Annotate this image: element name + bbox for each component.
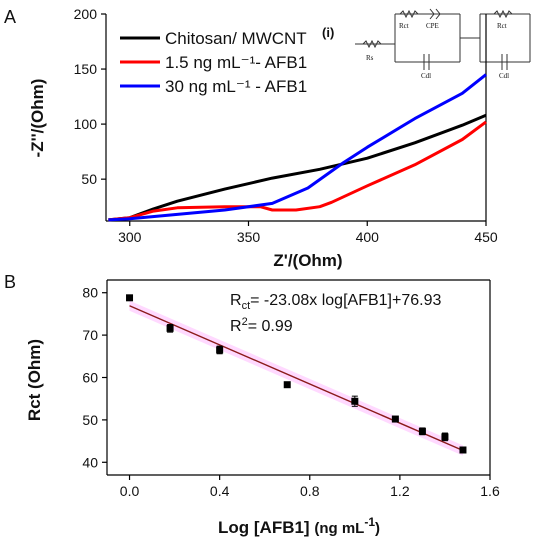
data-point	[216, 346, 224, 354]
panel-b-x-axis-title: Log [AFB1] (ng mL-1)	[218, 515, 380, 537]
y-tick-label: 100	[74, 116, 98, 132]
y-tick-label: 60	[82, 370, 98, 386]
panel-b-y-axis-title: Rct (Ohm)	[25, 339, 44, 421]
y-tick-label: 150	[74, 61, 98, 77]
inset-label: (i)	[322, 25, 334, 40]
panel-a-x-axis-title: Z'/(Ohm)	[273, 251, 342, 270]
data-point	[126, 294, 134, 302]
x-tick-label: 0.8	[300, 483, 320, 499]
panel-b: B 40 50 60 70 80 0.0 0.4 0.8 1.2 1.6 Rct= -23.08…	[4, 272, 500, 537]
circuit-label-rct: Rct	[399, 22, 409, 30]
panel-a-axes	[105, 14, 487, 222]
equation-label: Rct= -23.08x log[AFB1]+76.93	[230, 292, 441, 312]
y-tick-label: 200	[74, 6, 98, 22]
circuit-label-rs: Rs	[366, 54, 374, 62]
resistor-rct-symbol	[399, 9, 419, 19]
circuit-labels: Rs Rct CPE Cdl Rct Cdl	[366, 22, 509, 80]
legend-label-1-5ng: 1.5 ng mL⁻¹- AFB1	[165, 53, 307, 72]
x-tick-label: 400	[356, 229, 380, 245]
cpe-symbol	[429, 8, 441, 20]
series-line-1	[108, 120, 487, 222]
x-tick-label: 1.2	[390, 483, 410, 499]
circuit-label-cdl: Cdl	[421, 72, 431, 80]
y-tick-label: 50	[82, 412, 98, 428]
legend: Chitosan/ MWCNT 1.5 ng mL⁻¹- AFB1 30 ng …	[120, 25, 334, 96]
x-tick-label: 300	[118, 229, 142, 245]
x-tick-label: 1.6	[480, 483, 500, 499]
panel-a-y-ticks: 50 100 150 200	[74, 6, 106, 187]
circuit-label-rct2: Rct	[497, 22, 507, 30]
fit-line-group	[129, 300, 464, 456]
circuit-inset	[355, 8, 531, 70]
panel-a-y-axis-title: -Z''/(Ohm)	[28, 79, 47, 158]
circuit-label-cpe: CPE	[426, 22, 439, 30]
panel-b-x-ticks: 0.0 0.4 0.8 1.2 1.6	[120, 475, 500, 499]
fit-line	[129, 305, 464, 452]
y-tick-label: 40	[82, 454, 98, 470]
legend-label-30ng: 30 ng mL⁻¹ - AFB1	[165, 77, 307, 96]
data-point	[418, 427, 426, 435]
x-tick-label: 350	[237, 229, 261, 245]
resistor-rs-symbol	[362, 39, 382, 49]
series-line-0	[108, 113, 487, 222]
x-tick-label: 0.4	[210, 483, 230, 499]
data-points	[126, 294, 467, 454]
circuit-label-cdl2: Cdl	[499, 72, 509, 80]
panel-a-series	[108, 73, 487, 222]
y-tick-label: 50	[81, 171, 97, 187]
panel-a-label: A	[4, 7, 16, 27]
panel-a: A Chitosan/ MWCNT 1.5 ng mL⁻¹- AFB1 30 n…	[4, 6, 531, 270]
data-point	[283, 381, 291, 389]
data-point	[441, 433, 449, 441]
resistor-rct2-symbol	[493, 9, 513, 19]
series-line-2	[108, 73, 487, 222]
data-point	[166, 324, 174, 332]
data-point	[459, 446, 467, 454]
panel-b-label: B	[4, 272, 16, 292]
legend-label-chitosan: Chitosan/ MWCNT	[165, 29, 307, 48]
panel-b-y-ticks: 40 50 60 70 80	[82, 285, 107, 470]
data-point	[351, 397, 359, 405]
x-tick-label: 0.0	[120, 483, 140, 499]
panel-a-x-ticks: 300 350 400 450	[118, 221, 498, 245]
y-tick-label: 80	[82, 285, 98, 301]
r-squared-label: R2= 0.99	[230, 316, 293, 335]
data-point	[391, 415, 399, 423]
y-tick-label: 70	[82, 327, 98, 343]
x-tick-label: 450	[474, 229, 498, 245]
